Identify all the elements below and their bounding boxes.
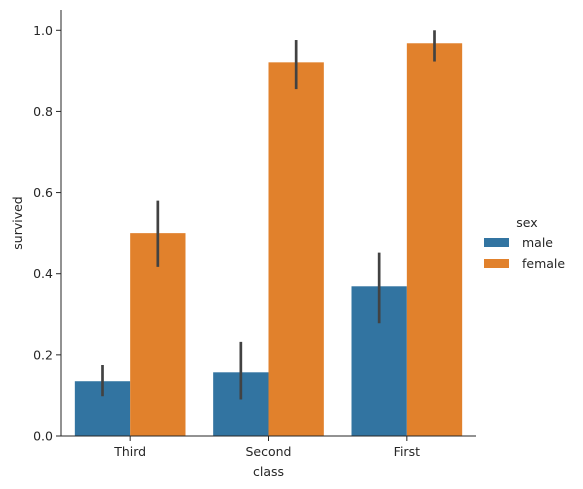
error-bars-layer xyxy=(101,30,436,400)
legend-swatch-female xyxy=(484,259,509,268)
y-tick-label: 0.6 xyxy=(33,185,53,200)
legend: sex male female xyxy=(484,215,565,271)
y-axis-title: survived xyxy=(10,196,25,249)
bar-female-first xyxy=(406,43,463,437)
bars-layer xyxy=(74,43,463,437)
legend-title: sex xyxy=(516,215,537,230)
legend-swatch-male xyxy=(484,238,509,247)
x-axis-title: class xyxy=(253,464,284,479)
y-tick-label: 0.2 xyxy=(33,347,53,362)
y-tick-label: 0.0 xyxy=(33,429,53,444)
y-ticks: 0.0 0.2 0.4 0.6 0.8 1.0 xyxy=(33,23,61,444)
legend-label-male: male xyxy=(522,235,553,250)
bar-female-second xyxy=(268,62,324,436)
x-tick-label-first: First xyxy=(394,444,420,459)
y-tick-label: 1.0 xyxy=(33,23,53,38)
y-tick-label: 0.8 xyxy=(33,104,53,119)
x-tick-label-second: Second xyxy=(245,444,291,459)
bar-female-third xyxy=(130,233,186,436)
x-ticks: Third Second First xyxy=(113,436,420,459)
legend-label-female: female xyxy=(522,256,565,271)
x-tick-label-third: Third xyxy=(113,444,146,459)
y-tick-label: 0.4 xyxy=(33,266,53,281)
